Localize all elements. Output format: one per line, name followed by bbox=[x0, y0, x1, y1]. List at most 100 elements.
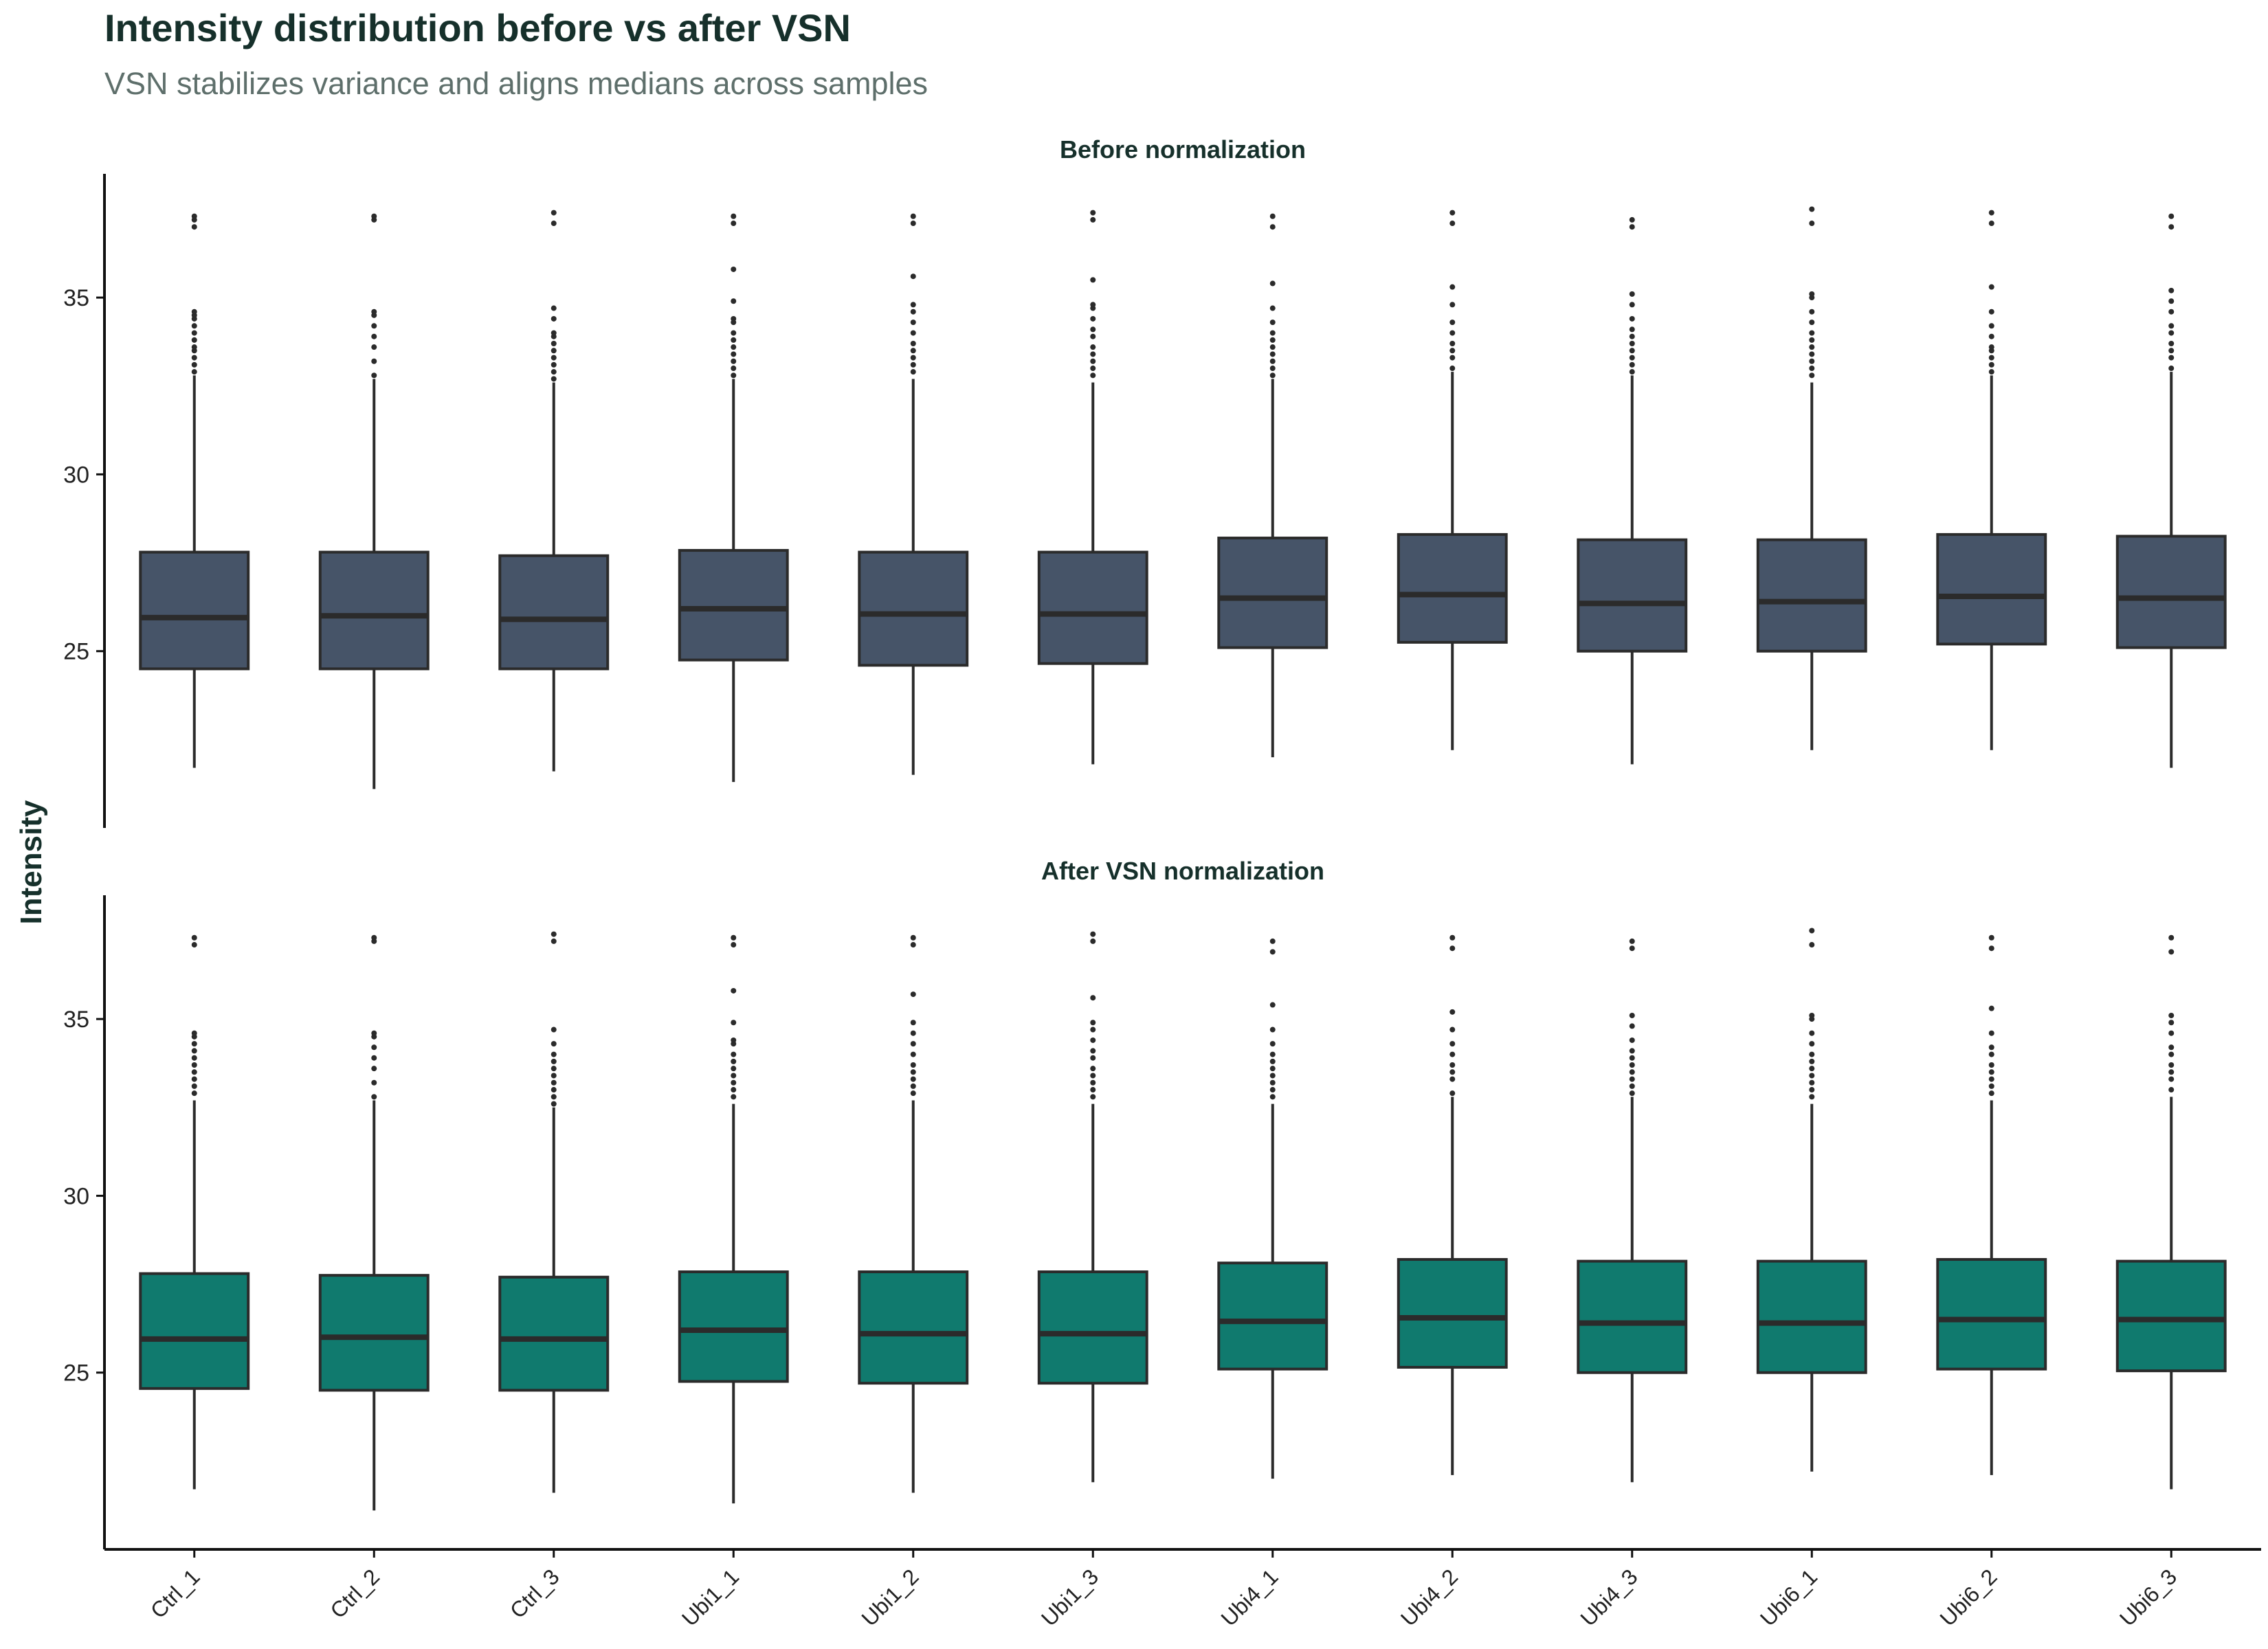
outlier-point bbox=[1629, 1090, 1635, 1097]
outlier-point bbox=[371, 1030, 377, 1036]
outlier-point bbox=[1809, 1051, 1815, 1057]
outlier-point bbox=[1629, 938, 1635, 944]
x-tick-label: Ubi1_2 bbox=[857, 1564, 924, 1630]
outlier-point bbox=[1269, 938, 1276, 944]
x-tick-label: Ubi1_3 bbox=[1036, 1564, 1103, 1630]
outlier-point bbox=[551, 1058, 557, 1064]
outlier-point bbox=[551, 369, 557, 375]
outlier-point bbox=[1809, 372, 1815, 379]
outlier-point bbox=[731, 315, 737, 322]
outlier-point bbox=[1090, 216, 1096, 223]
outlier-point bbox=[1090, 333, 1096, 339]
outlier-point bbox=[1809, 942, 1815, 948]
outlier-point bbox=[1449, 210, 1456, 216]
box-ubi4-1 bbox=[1217, 213, 1328, 758]
outlier-point bbox=[1090, 1027, 1096, 1033]
outlier-point bbox=[1269, 344, 1276, 350]
outlier-point bbox=[1449, 1062, 1456, 1068]
outlier-point bbox=[1090, 995, 1096, 1001]
outlier-point bbox=[1988, 1069, 1994, 1075]
iqr-box bbox=[1756, 538, 1867, 653]
outlier-point bbox=[1988, 1030, 1994, 1036]
box-ubi1-3 bbox=[1037, 931, 1148, 1483]
outlier-point bbox=[1629, 361, 1635, 368]
outlier-point bbox=[1988, 221, 1994, 227]
outlier-point bbox=[551, 1094, 557, 1100]
iqr-box bbox=[1217, 537, 1328, 649]
box-ubi1-2 bbox=[858, 213, 969, 775]
outlier-point bbox=[1269, 351, 1276, 357]
outlier-point bbox=[191, 355, 197, 361]
x-tick-label: Ubi6_3 bbox=[2115, 1564, 2181, 1630]
outlier-point bbox=[551, 330, 557, 336]
y-tick-label: 35 bbox=[63, 1007, 89, 1033]
outlier-point bbox=[371, 1044, 377, 1051]
iqr-box bbox=[1397, 532, 1508, 644]
outlier-point bbox=[910, 319, 916, 326]
outlier-point bbox=[910, 302, 916, 308]
outlier-point bbox=[2168, 1062, 2175, 1068]
outlier-point bbox=[1629, 1012, 1635, 1018]
outlier-point bbox=[1269, 224, 1276, 230]
outlier-point bbox=[1090, 1055, 1096, 1061]
outlier-point bbox=[731, 330, 737, 336]
outlier-point bbox=[1809, 1012, 1815, 1018]
y-tick-label: 30 bbox=[63, 1183, 89, 1209]
outlier-point bbox=[2168, 298, 2175, 304]
outlier-point bbox=[551, 1101, 557, 1107]
outlier-point bbox=[1809, 351, 1815, 357]
y-tick-label: 30 bbox=[63, 462, 89, 488]
outlier-point bbox=[731, 358, 737, 364]
outlier-point bbox=[910, 221, 916, 227]
outlier-point bbox=[551, 931, 557, 937]
x-tick-label: Ubi6_2 bbox=[1935, 1564, 2002, 1630]
outlier-point bbox=[731, 1051, 737, 1057]
outlier-point bbox=[1809, 330, 1815, 336]
outlier-point bbox=[2168, 1012, 2175, 1018]
outlier-point bbox=[191, 323, 197, 329]
outlier-point bbox=[1449, 1041, 1456, 1047]
outlier-point bbox=[731, 987, 737, 994]
outlier-point bbox=[1090, 1087, 1096, 1093]
outlier-point bbox=[1629, 1076, 1635, 1082]
y-axis-title: Intensity bbox=[14, 800, 48, 924]
outlier-point bbox=[2168, 323, 2175, 329]
iqr-box bbox=[139, 550, 250, 671]
outlier-point bbox=[1629, 333, 1635, 339]
outlier-point bbox=[371, 934, 377, 941]
outlier-point bbox=[1090, 326, 1096, 333]
outlier-point bbox=[371, 1094, 377, 1100]
outlier-point bbox=[2168, 1030, 2175, 1036]
outlier-point bbox=[910, 369, 916, 375]
outlier-point bbox=[1988, 934, 1994, 941]
outlier-point bbox=[731, 1066, 737, 1072]
iqr-box bbox=[1936, 532, 2047, 646]
outlier-point bbox=[731, 298, 737, 304]
outlier-point bbox=[910, 1051, 916, 1057]
outlier-point bbox=[371, 309, 377, 315]
outlier-point bbox=[910, 309, 916, 315]
outlier-point bbox=[1809, 309, 1815, 315]
outlier-point bbox=[910, 1041, 916, 1047]
y-tick-label: 25 bbox=[63, 639, 89, 665]
outlier-point bbox=[2168, 1020, 2175, 1026]
outlier-point bbox=[1269, 330, 1276, 336]
outlier-point bbox=[1809, 358, 1815, 364]
outlier-point bbox=[371, 1079, 377, 1086]
outlier-point bbox=[551, 210, 557, 216]
iqr-box bbox=[318, 550, 430, 671]
iqr-box bbox=[2115, 535, 2227, 649]
outlier-point bbox=[2168, 224, 2175, 230]
outlier-point bbox=[910, 1030, 916, 1036]
x-tick-label: Ctrl_1 bbox=[146, 1564, 205, 1623]
outlier-point bbox=[191, 344, 197, 350]
outlier-point bbox=[191, 361, 197, 368]
outlier-point bbox=[910, 1020, 916, 1026]
outlier-point bbox=[910, 1062, 916, 1068]
outlier-point bbox=[1809, 221, 1815, 227]
outlier-point bbox=[1269, 1079, 1276, 1086]
outlier-point bbox=[1449, 1090, 1456, 1097]
outlier-point bbox=[371, 1055, 377, 1061]
outlier-point bbox=[1809, 1066, 1815, 1072]
outlier-point bbox=[2168, 330, 2175, 336]
